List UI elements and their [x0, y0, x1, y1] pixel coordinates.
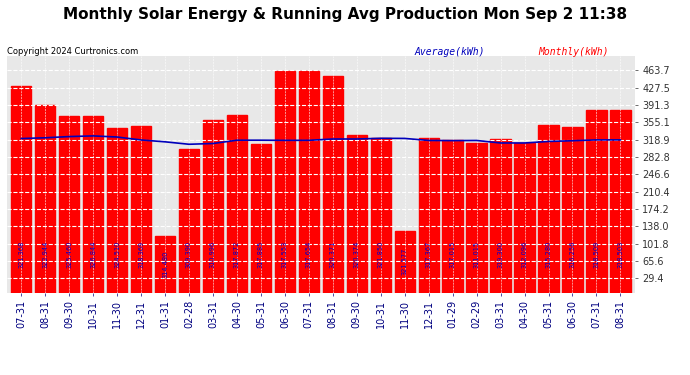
Bar — [371, 138, 391, 292]
Text: 326.844: 326.844 — [90, 240, 96, 268]
Text: 317.872: 317.872 — [234, 240, 240, 268]
Bar — [155, 236, 175, 292]
Text: 324.510: 324.510 — [114, 240, 120, 268]
Bar — [250, 144, 271, 292]
Bar — [107, 128, 128, 292]
Bar — [419, 138, 439, 292]
Text: 310.996: 310.996 — [210, 241, 216, 268]
Bar — [514, 143, 535, 292]
Bar — [299, 71, 319, 292]
Text: 320.371: 320.371 — [330, 240, 336, 268]
Text: 320.374: 320.374 — [354, 240, 359, 268]
Text: Average(kWh): Average(kWh) — [414, 47, 484, 57]
Text: 318.369: 318.369 — [138, 241, 144, 268]
Text: Monthly(kWh): Monthly(kWh) — [538, 47, 609, 57]
Text: 315.280: 315.280 — [546, 240, 551, 268]
Text: 316.256: 316.256 — [569, 240, 575, 268]
Bar — [562, 127, 582, 292]
Text: 321.577: 321.577 — [402, 248, 408, 275]
Text: 319.300: 319.300 — [497, 241, 504, 268]
Text: Monthly Solar Energy & Running Avg Production Mon Sep 2 11:38: Monthly Solar Energy & Running Avg Produ… — [63, 8, 627, 22]
Bar — [83, 116, 104, 292]
Bar — [395, 231, 415, 292]
Text: 309.390: 309.390 — [186, 241, 192, 268]
Text: 317.367: 317.367 — [426, 240, 432, 268]
Bar — [131, 126, 151, 292]
Text: 312.096: 312.096 — [522, 240, 528, 268]
Bar — [466, 144, 487, 292]
Bar — [491, 140, 511, 292]
Text: 317.015: 317.015 — [450, 240, 455, 268]
Bar — [323, 76, 343, 292]
Text: 325.460: 325.460 — [66, 240, 72, 268]
Bar — [227, 115, 247, 292]
Bar — [59, 116, 79, 292]
Text: Copyright 2024 Curtronics.com: Copyright 2024 Curtronics.com — [7, 47, 138, 56]
Text: 317.553: 317.553 — [282, 240, 288, 268]
Text: 311.015: 311.015 — [473, 241, 480, 268]
Text: 314.480: 314.480 — [162, 251, 168, 278]
Bar — [346, 135, 367, 292]
Text: 322.944: 322.944 — [42, 240, 48, 268]
Bar — [11, 86, 32, 292]
Bar — [586, 110, 607, 292]
Text: 321.850: 321.850 — [377, 240, 384, 268]
Bar — [275, 71, 295, 292]
Bar — [179, 148, 199, 292]
Bar — [442, 141, 463, 292]
Text: 317.654: 317.654 — [306, 240, 312, 268]
Text: 317.885: 317.885 — [258, 240, 264, 268]
Bar — [610, 110, 631, 292]
Text: 318.503: 318.503 — [618, 240, 624, 268]
Bar — [35, 105, 55, 292]
Text: 318.509: 318.509 — [593, 240, 600, 268]
Text: 321.368: 321.368 — [18, 240, 24, 268]
Bar — [538, 124, 559, 292]
Bar — [203, 120, 223, 292]
